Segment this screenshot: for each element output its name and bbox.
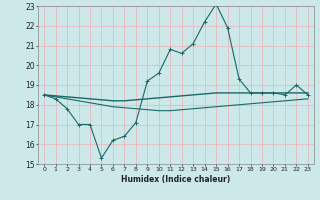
X-axis label: Humidex (Indice chaleur): Humidex (Indice chaleur) xyxy=(121,175,231,184)
